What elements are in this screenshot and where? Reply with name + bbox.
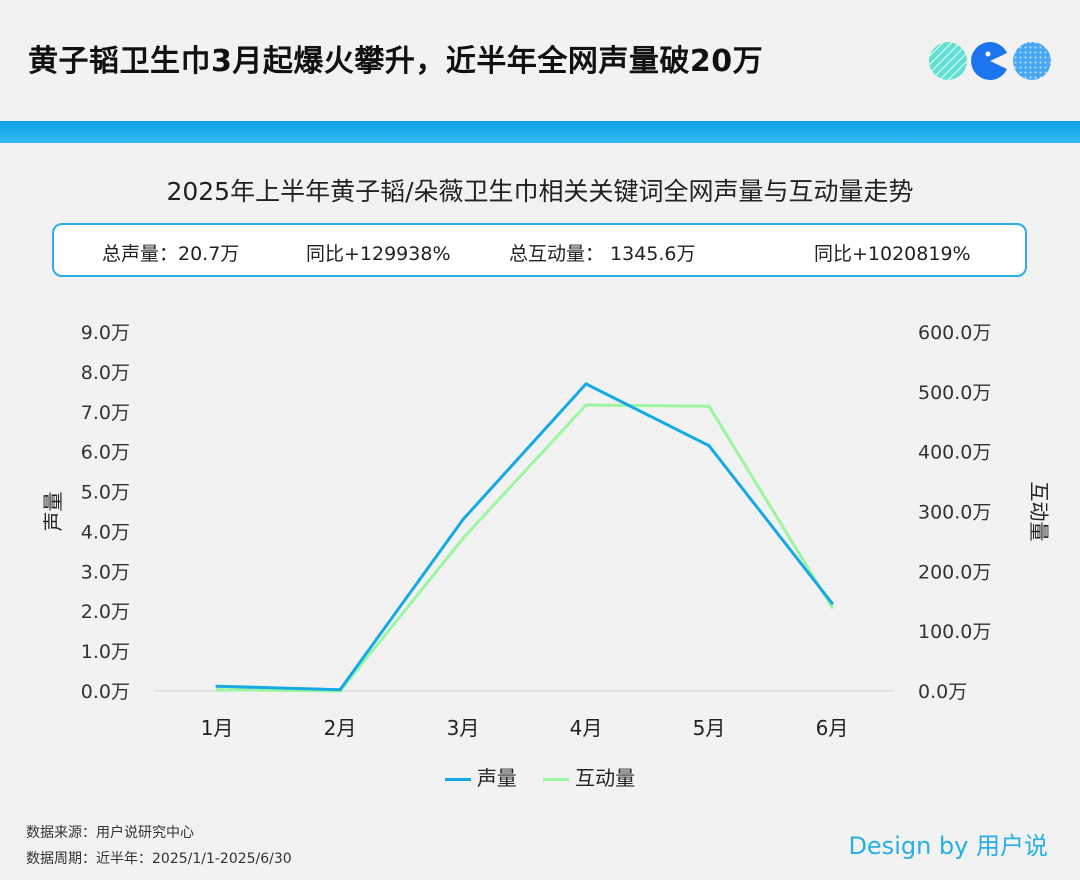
y-left-tick-label: 5.0万	[81, 482, 130, 504]
interaction-yoy: 同比+1020819%	[814, 243, 971, 265]
y-right-tick-label: 300.0万	[918, 502, 991, 524]
series-line-interaction	[215, 403, 834, 693]
legend-label-volume: 声量	[476, 766, 517, 790]
y-left-tick-label: 3.0万	[81, 561, 130, 583]
legend: 声量 互动量	[0, 762, 1080, 791]
summary-box: 总声量：20.7万 同比+129938% 总互动量： 1345.6万 同比+10…	[52, 223, 1027, 277]
x-tick-label: 4月	[570, 716, 603, 740]
x-tick-label: 1月	[201, 716, 234, 740]
legend-swatch-interaction	[543, 778, 570, 781]
legend-swatch-volume	[444, 778, 471, 781]
brand-logo-icon	[929, 42, 1051, 80]
data-point-interaction	[830, 605, 834, 609]
data-point-volume	[215, 684, 219, 688]
y-right-tick-label: 600.0万	[918, 322, 991, 344]
y-right-tick-label: 200.0万	[918, 561, 991, 583]
y-left-tick-label: 1.0万	[81, 641, 130, 663]
period-text: 数据周期：近半年：2025/1/1-2025/6/30	[26, 851, 292, 867]
data-point-volume	[461, 518, 465, 521]
y-right-tick-label: 100.0万	[918, 621, 991, 643]
legend-label-interaction: 互动量	[575, 766, 636, 790]
data-point-interaction	[707, 404, 711, 408]
legend-item-interaction: 互动量	[543, 762, 635, 791]
line-chart: 0.0万 1.0万 2.0万 3.0万 4.0万 5.0万 6.0万 7.0万 8.0万 9.0万…	[41, 322, 1051, 740]
chart-title: 2025年上半年黄子韬/朵薇卫生巾相关关键词全网声量与互动量走势	[166, 177, 914, 206]
data-point-volume	[707, 444, 711, 448]
y-left-axis-title: 声量	[41, 492, 65, 532]
data-point-interaction	[584, 403, 588, 407]
data-point-volume	[584, 382, 588, 386]
data-point-interaction	[215, 688, 219, 692]
total-volume: 总声量：20.7万	[102, 243, 240, 265]
y-right-tick-label: 400.0万	[918, 442, 991, 464]
x-tick-label: 2月	[324, 716, 357, 740]
series-line-volume	[215, 382, 834, 692]
y-right-axis-title: 互动量	[1027, 482, 1051, 542]
y-left-tick-label: 6.0万	[81, 442, 130, 464]
volume-yoy: 同比+129938%	[306, 243, 451, 265]
design-credit: Design by 用户说	[848, 832, 1048, 860]
legend-item-volume: 声量	[444, 762, 517, 791]
y-left-tick-label: 2.0万	[81, 601, 130, 623]
x-tick-label: 3月	[447, 716, 480, 740]
data-point-interaction	[461, 536, 465, 540]
y-left-tick-label: 8.0万	[81, 362, 130, 384]
y-left-tick-label: 9.0万	[81, 322, 130, 344]
y-right-tick-label: 0.0万	[918, 681, 967, 703]
data-source: 数据来源：用户说研究中心 数据周期：近半年：2025/1/1-2025/6/30	[26, 820, 292, 872]
source-text: 数据来源：用户说研究中心	[26, 825, 194, 841]
x-tick-label: 5月	[693, 716, 726, 740]
header: 黄子韬卫生巾3月起爆火攀升，近半年全网声量破20万	[0, 0, 1080, 120]
x-tick-label: 6月	[816, 716, 849, 740]
y-left-tick-label: 4.0万	[81, 521, 130, 543]
page-title: 黄子韬卫生巾3月起爆火攀升，近半年全网声量破20万	[28, 44, 764, 79]
accent-band	[0, 121, 1080, 143]
data-point-volume	[338, 688, 342, 692]
data-point-volume	[830, 601, 834, 605]
y-left-tick-label: 7.0万	[81, 402, 130, 424]
total-interaction: 总互动量： 1345.6万	[509, 243, 696, 265]
y-left-tick-label: 0.0万	[81, 681, 130, 703]
y-right-tick-label: 500.0万	[918, 382, 991, 404]
